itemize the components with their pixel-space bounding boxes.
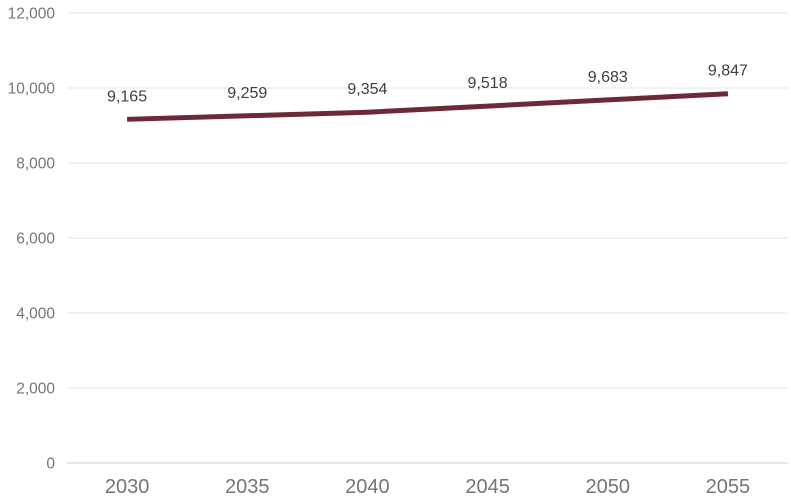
x-tick-label: 2045	[465, 476, 510, 498]
data-label: 9,354	[347, 81, 387, 98]
x-tick-label: 2055	[706, 476, 751, 498]
y-tick-label: 6,000	[16, 231, 55, 248]
y-tick-label: 10,000	[8, 81, 56, 98]
y-tick-label: 12,000	[8, 6, 56, 23]
x-tick-label: 2030	[105, 476, 150, 498]
y-tick-label: 2,000	[16, 381, 55, 398]
x-tick-label: 2050	[586, 476, 631, 498]
y-tick-label: 8,000	[16, 156, 55, 173]
y-tick-label: 4,000	[16, 306, 55, 323]
y-tick-label: 0	[46, 456, 55, 473]
x-tick-label: 2040	[345, 476, 390, 498]
data-label: 9,259	[227, 85, 267, 102]
data-label: 9,683	[588, 69, 628, 86]
data-label: 9,165	[107, 88, 147, 105]
x-tick-label: 2035	[225, 476, 270, 498]
series-line	[127, 91, 729, 122]
data-label: 9,847	[708, 63, 748, 80]
data-label: 9,518	[468, 75, 508, 92]
